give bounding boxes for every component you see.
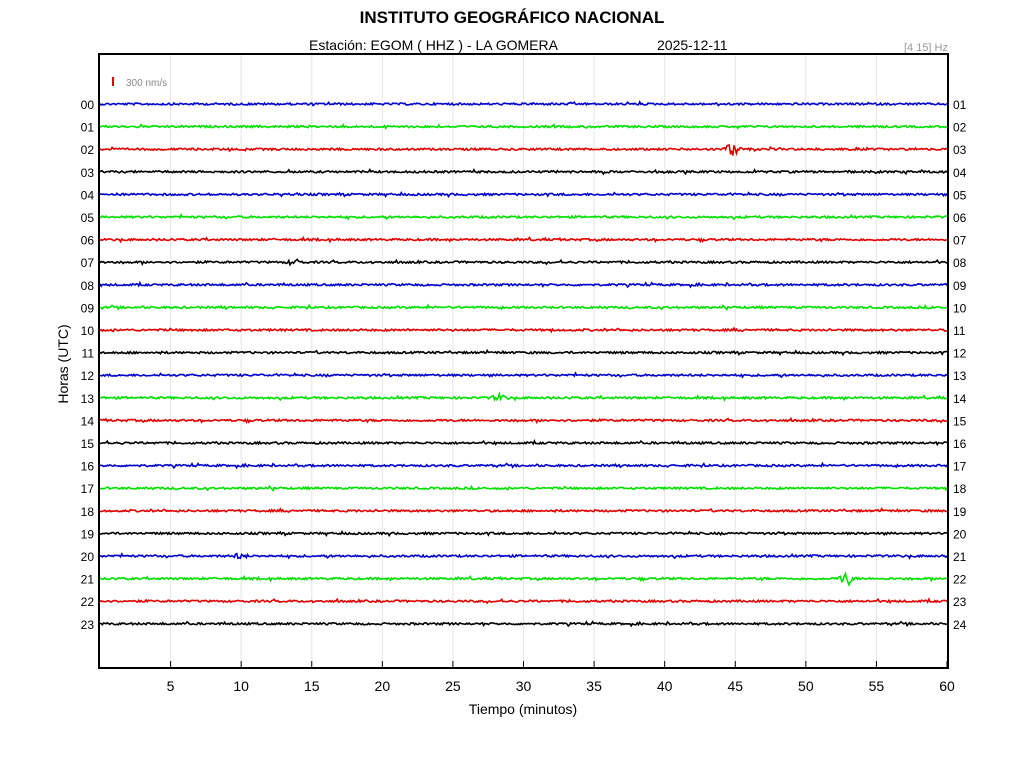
seismic-trace xyxy=(99,552,948,560)
hour-label-right: 21 xyxy=(953,550,967,564)
seismic-trace xyxy=(99,191,948,199)
seismic-trace xyxy=(99,461,948,470)
x-tick-label: 15 xyxy=(304,678,320,694)
hour-label-right: 07 xyxy=(953,234,967,248)
hour-label-right: 05 xyxy=(953,188,967,202)
hour-label-left: 01 xyxy=(81,121,95,135)
hour-label-right: 06 xyxy=(953,211,967,225)
hour-label-left: 21 xyxy=(81,573,95,587)
hour-label-left: 14 xyxy=(81,414,95,428)
x-tick-label: 60 xyxy=(939,678,955,694)
seismic-trace xyxy=(99,258,948,267)
seismic-trace xyxy=(99,530,948,538)
x-ticks: 5 10 15 20 25 30 35 40 45 50 55 60 xyxy=(167,661,955,694)
hour-label-right: 10 xyxy=(953,301,967,315)
hour-label-right: 20 xyxy=(953,527,967,541)
hour-label-left: 03 xyxy=(81,166,95,180)
hour-label-left: 08 xyxy=(81,279,95,293)
hour-label-right: 11 xyxy=(953,324,966,338)
seismic-trace xyxy=(99,391,948,402)
chart-title: INSTITUTO GEOGRÁFICO NACIONAL xyxy=(359,8,665,27)
hour-label-right: 19 xyxy=(953,505,967,519)
hour-label-left: 13 xyxy=(81,392,95,406)
x-tick-label: 30 xyxy=(516,678,532,694)
hour-label-left: 07 xyxy=(81,256,95,270)
seismic-trace xyxy=(99,416,948,425)
seismic-trace xyxy=(99,348,948,357)
date-label: 2025-12-11 xyxy=(657,37,728,53)
seismic-trace xyxy=(99,571,948,587)
x-tick-label: 55 xyxy=(869,678,885,694)
hour-label-left: 06 xyxy=(81,234,95,248)
hour-label-left: 05 xyxy=(81,211,95,225)
hour-label-right: 01 xyxy=(953,98,967,112)
plot-frame xyxy=(98,53,949,669)
hour-label-right: 22 xyxy=(953,573,967,587)
hour-label-left: 12 xyxy=(81,369,95,383)
hour-label-right: 13 xyxy=(953,369,967,383)
scale-indicator: 300 nm/s xyxy=(112,77,167,89)
hour-label-left: 15 xyxy=(81,437,95,451)
x-tick-label: 5 xyxy=(167,678,175,694)
x-axis-label: Tiempo (minutos) xyxy=(469,701,577,717)
hour-label-right: 18 xyxy=(953,482,967,496)
scale-label: 300 nm/s xyxy=(126,78,167,89)
x-tick-label: 35 xyxy=(586,678,602,694)
hour-label-right: 14 xyxy=(953,392,967,406)
trace-lines xyxy=(99,100,948,628)
hour-label-right: 12 xyxy=(953,347,967,361)
x-tick-label: 40 xyxy=(657,678,673,694)
hour-label-right: 15 xyxy=(953,414,967,428)
seismic-trace xyxy=(99,303,948,311)
filter-label: [4 15] Hz xyxy=(903,42,948,54)
grid-lines xyxy=(170,55,877,667)
hour-label-right: 02 xyxy=(953,121,967,135)
seismic-trace xyxy=(99,484,948,492)
seismic-trace xyxy=(99,167,948,176)
hour-label-left: 18 xyxy=(81,505,95,519)
x-tick-label: 25 xyxy=(445,678,461,694)
hour-label-right: 09 xyxy=(953,279,967,293)
seismic-trace xyxy=(99,280,948,289)
seismic-trace xyxy=(99,100,948,107)
hour-label-right: 03 xyxy=(953,143,967,157)
hour-label-left: 19 xyxy=(81,527,95,541)
hour-label-left: 20 xyxy=(81,550,95,564)
hour-label-left: 17 xyxy=(81,482,95,496)
seismic-trace xyxy=(99,326,947,334)
hour-label-left: 09 xyxy=(81,301,95,315)
x-tick-label: 50 xyxy=(798,678,814,694)
seismic-trace xyxy=(99,235,948,244)
hour-label-right: 16 xyxy=(953,437,967,451)
hour-labels: 00 01 01 02 02 03 03 04 04 05 05 06 06 07 07 08 08 09 09 10… xyxy=(81,98,967,632)
seismic-trace xyxy=(99,439,948,447)
hour-label-left: 04 xyxy=(81,188,95,202)
hour-label-right: 23 xyxy=(953,595,967,609)
x-tick-label: 20 xyxy=(375,678,391,694)
seismic-trace xyxy=(99,143,948,157)
hour-label-left: 16 xyxy=(81,460,95,474)
station-label: Estación: EGOM ( HHZ ) - LA GOMERA xyxy=(309,37,558,53)
hour-label-right: 04 xyxy=(953,166,967,180)
hour-label-left: 02 xyxy=(81,143,95,157)
hour-label-right: 17 xyxy=(953,460,967,474)
seismic-trace xyxy=(99,597,948,605)
x-tick-label: 10 xyxy=(233,678,249,694)
seismic-trace xyxy=(100,620,948,628)
hour-label-left: 23 xyxy=(81,618,95,632)
hour-label-right: 08 xyxy=(953,256,967,270)
seismic-trace xyxy=(99,507,947,514)
seismic-trace xyxy=(99,371,948,379)
hour-label-left: 10 xyxy=(81,324,95,338)
seismic-trace xyxy=(99,122,948,130)
hour-label-left: 11 xyxy=(82,347,95,361)
y-axis-label: Horas (UTC) xyxy=(55,324,71,403)
x-tick-label: 45 xyxy=(727,678,743,694)
hour-label-left: 00 xyxy=(81,98,95,112)
seismic-trace xyxy=(99,213,948,221)
hour-label-right: 24 xyxy=(953,618,967,632)
hour-label-left: 22 xyxy=(81,595,95,609)
